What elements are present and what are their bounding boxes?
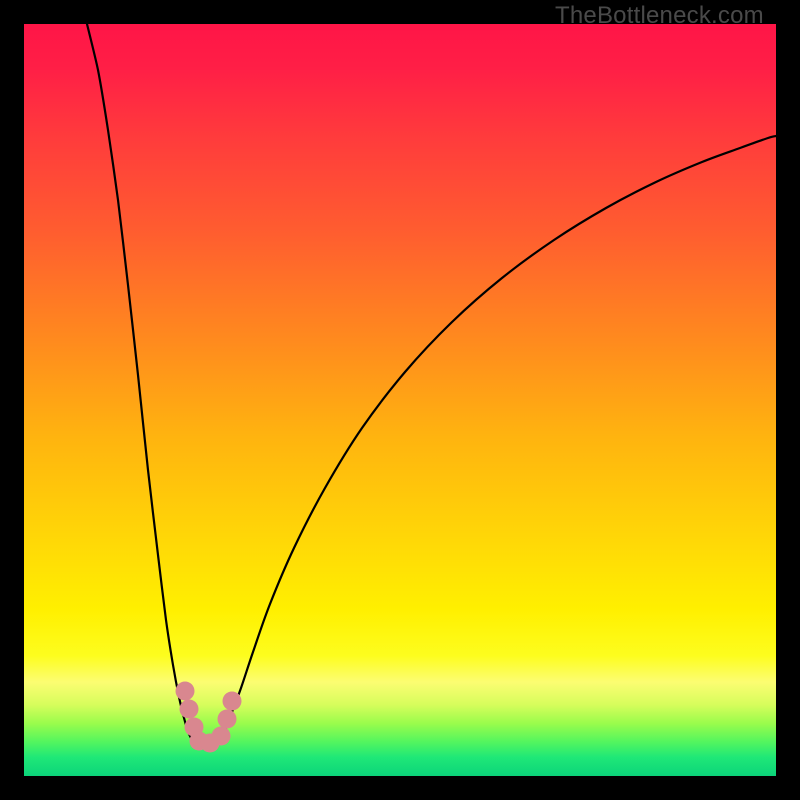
v-curve-right-branch [219,136,776,743]
datapoint-marker [218,710,237,729]
datapoint-marker [212,727,231,746]
watermark-text: TheBottleneck.com [555,2,764,30]
datapoint-marker [176,682,195,701]
marker-group [176,682,242,753]
v-curve-left-branch [87,24,194,743]
chart-layer [0,0,800,800]
datapoint-marker [180,700,199,719]
datapoint-marker [223,692,242,711]
